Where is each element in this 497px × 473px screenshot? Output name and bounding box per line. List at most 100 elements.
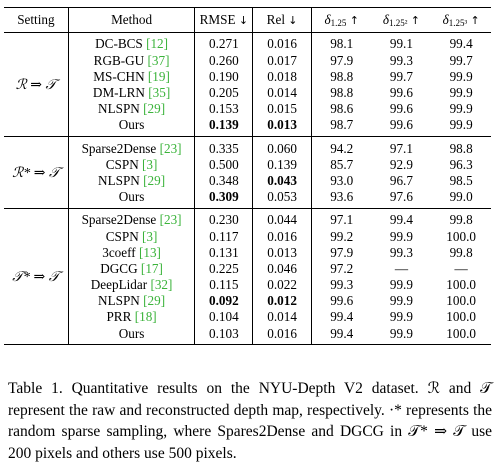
delta1-value: 98.7 bbox=[311, 116, 372, 138]
method-label: NLSPN bbox=[98, 293, 140, 309]
citation-link[interactable]: [29] bbox=[143, 172, 166, 188]
delta2-value: 99.9 bbox=[389, 293, 413, 309]
method-name: Ours bbox=[68, 188, 196, 209]
rmse-value: 0.335 bbox=[209, 140, 239, 156]
method-name: Ours bbox=[68, 325, 196, 346]
delta3-value: 99.9 bbox=[431, 116, 491, 138]
caption-text: Table 1. Quantitative results on the NYU… bbox=[8, 380, 492, 462]
rel-value: 0.016 bbox=[252, 32, 312, 53]
rel-value: 0.046 bbox=[252, 260, 312, 277]
delta1-value: 94.2 bbox=[330, 140, 354, 156]
table-row: CSPN [3] 0.500 0.139 85.7 92.9 96.3 bbox=[4, 156, 491, 173]
citation-link[interactable]: [17] bbox=[140, 260, 163, 276]
delta-symbol: δ bbox=[324, 11, 331, 27]
table-row: DeepLidar [32] 0.115 0.022 99.3 99.9 100.0 bbox=[4, 276, 491, 293]
citation-link[interactable]: [18] bbox=[134, 309, 157, 325]
rmse-value: 0.348 bbox=[209, 172, 239, 188]
delta2-value: 99.9 bbox=[389, 277, 413, 293]
delta-symbol: δ bbox=[442, 11, 449, 27]
method-label: Sparse2Dense bbox=[81, 140, 157, 156]
delta1-value: 99.6 bbox=[330, 293, 354, 309]
method-label: DM-LRN bbox=[92, 85, 145, 101]
citation-link[interactable]: [12] bbox=[146, 36, 169, 52]
table-row: RGB-GU [37] 0.260 0.017 97.9 99.3 99.7 bbox=[4, 52, 491, 69]
delta1-value: 99.4 bbox=[311, 325, 372, 346]
rel-value: 0.014 bbox=[252, 84, 312, 101]
delta1-value: 97.1 bbox=[330, 212, 354, 228]
rmse-value: 0.260 bbox=[209, 52, 239, 68]
up-arrow-icon: ↑ bbox=[470, 13, 480, 27]
delta3-value: 100.0 bbox=[446, 277, 476, 293]
rmse-value: 0.225 bbox=[209, 260, 239, 276]
delta2-value: 99.6 bbox=[389, 85, 413, 101]
method-name: CSPN [3] bbox=[68, 156, 196, 173]
citation-link[interactable]: [29] bbox=[143, 101, 166, 117]
rmse-value: 0.190 bbox=[209, 68, 239, 84]
table-row: MS-CHN [19] 0.190 0.018 98.8 99.7 99.9 bbox=[4, 68, 491, 85]
citation-link[interactable]: [3] bbox=[142, 156, 158, 172]
setting-label: ℛ ⇒ 𝒯 bbox=[4, 32, 69, 138]
citation-link[interactable]: [3] bbox=[142, 228, 158, 244]
rel-value: 0.012 bbox=[252, 292, 312, 309]
rmse-value: 0.309 bbox=[194, 188, 253, 209]
method-label: 3coeff bbox=[102, 244, 136, 260]
rmse-value: 0.500 bbox=[209, 156, 239, 172]
delta2-value: 99.9 bbox=[371, 325, 432, 346]
table-row: NLSPN [29] 0.153 0.015 98.6 99.6 99.9 bbox=[4, 100, 491, 117]
delta2-value: 99.4 bbox=[389, 212, 413, 228]
delta1-value: 97.2 bbox=[330, 260, 354, 276]
table-row: 3coeff [13] 0.131 0.013 97.9 99.3 99.8 bbox=[4, 244, 491, 261]
citation-link[interactable]: [19] bbox=[147, 68, 170, 84]
citation-link[interactable]: [23] bbox=[159, 140, 182, 156]
delta2-value: 97.6 bbox=[371, 188, 432, 209]
rel-value: 0.016 bbox=[252, 228, 312, 245]
setting-group: ℛ ⇒ 𝒯 DC-BCS [12] 0.271 0.016 98.1 99.1 99.4 RG… bbox=[4, 32, 491, 138]
delta1-value: 98.8 bbox=[330, 85, 354, 101]
delta2-value: 99.9 bbox=[389, 309, 413, 325]
method-name: CSPN [3] bbox=[68, 228, 196, 245]
rmse-value: 0.117 bbox=[209, 228, 239, 244]
citation-link[interactable]: [37] bbox=[147, 52, 170, 68]
up-arrow-icon: ↑ bbox=[410, 13, 420, 27]
header-rmse-label: RMSE bbox=[199, 12, 236, 28]
header-rel-label: Rel bbox=[266, 12, 285, 28]
citation-link[interactable]: [13] bbox=[138, 244, 161, 260]
delta2-subscript: 1.25² bbox=[388, 17, 408, 28]
delta1-subscript: 1.25 bbox=[330, 17, 347, 28]
delta3-value: 99.8 bbox=[449, 212, 473, 228]
header-delta1: δ1.25 ↑ bbox=[311, 7, 372, 33]
table-row: PRR [18] 0.104 0.014 99.4 99.9 100.0 bbox=[4, 309, 491, 326]
setting-label: ℛ* ⇒ 𝒯 bbox=[4, 136, 69, 209]
rel-value: 0.017 bbox=[252, 52, 312, 69]
delta2-value: 99.7 bbox=[389, 68, 413, 84]
method-label: CSPN bbox=[105, 228, 139, 244]
rel-value: 0.018 bbox=[252, 68, 312, 85]
table-row: ℛ ⇒ 𝒯 DC-BCS [12] 0.271 0.016 98.1 99.1 99.4 bbox=[4, 32, 491, 138]
header-setting: Setting bbox=[4, 7, 69, 33]
delta2-value: — bbox=[394, 260, 408, 276]
citation-link[interactable]: [32] bbox=[150, 277, 173, 293]
citation-link[interactable]: [29] bbox=[143, 293, 166, 309]
method-name: Sparse2Dense [23] bbox=[68, 208, 196, 229]
rmse-value: 0.103 bbox=[194, 325, 253, 346]
delta1-value: 98.6 bbox=[330, 101, 354, 117]
method-label: NLSPN bbox=[98, 101, 140, 117]
method-label: Ours bbox=[118, 189, 145, 205]
delta3-value: 99.8 bbox=[449, 244, 473, 260]
delta1-value: 99.3 bbox=[330, 277, 354, 293]
method-name: NLSPN [29] bbox=[68, 292, 196, 309]
delta-symbol: δ bbox=[382, 11, 389, 27]
table-row: NLSPN [29] 0.092 0.012 99.6 99.9 100.0 bbox=[4, 292, 491, 309]
rmse-value: 0.104 bbox=[209, 309, 239, 325]
rmse-value: 0.205 bbox=[209, 85, 239, 101]
citation-link[interactable]: [23] bbox=[159, 212, 182, 228]
header-method: Method bbox=[68, 7, 196, 33]
delta1-value: 93.0 bbox=[330, 172, 354, 188]
down-arrow-icon: ↓ bbox=[238, 14, 249, 28]
delta3-value: — bbox=[454, 260, 468, 276]
method-name: PRR [18] bbox=[68, 309, 196, 326]
rmse-value: 0.153 bbox=[209, 101, 239, 117]
citation-link[interactable]: [35] bbox=[148, 85, 171, 101]
rmse-value: 0.139 bbox=[194, 116, 253, 138]
header-rmse: RMSE ↓ bbox=[194, 7, 253, 33]
